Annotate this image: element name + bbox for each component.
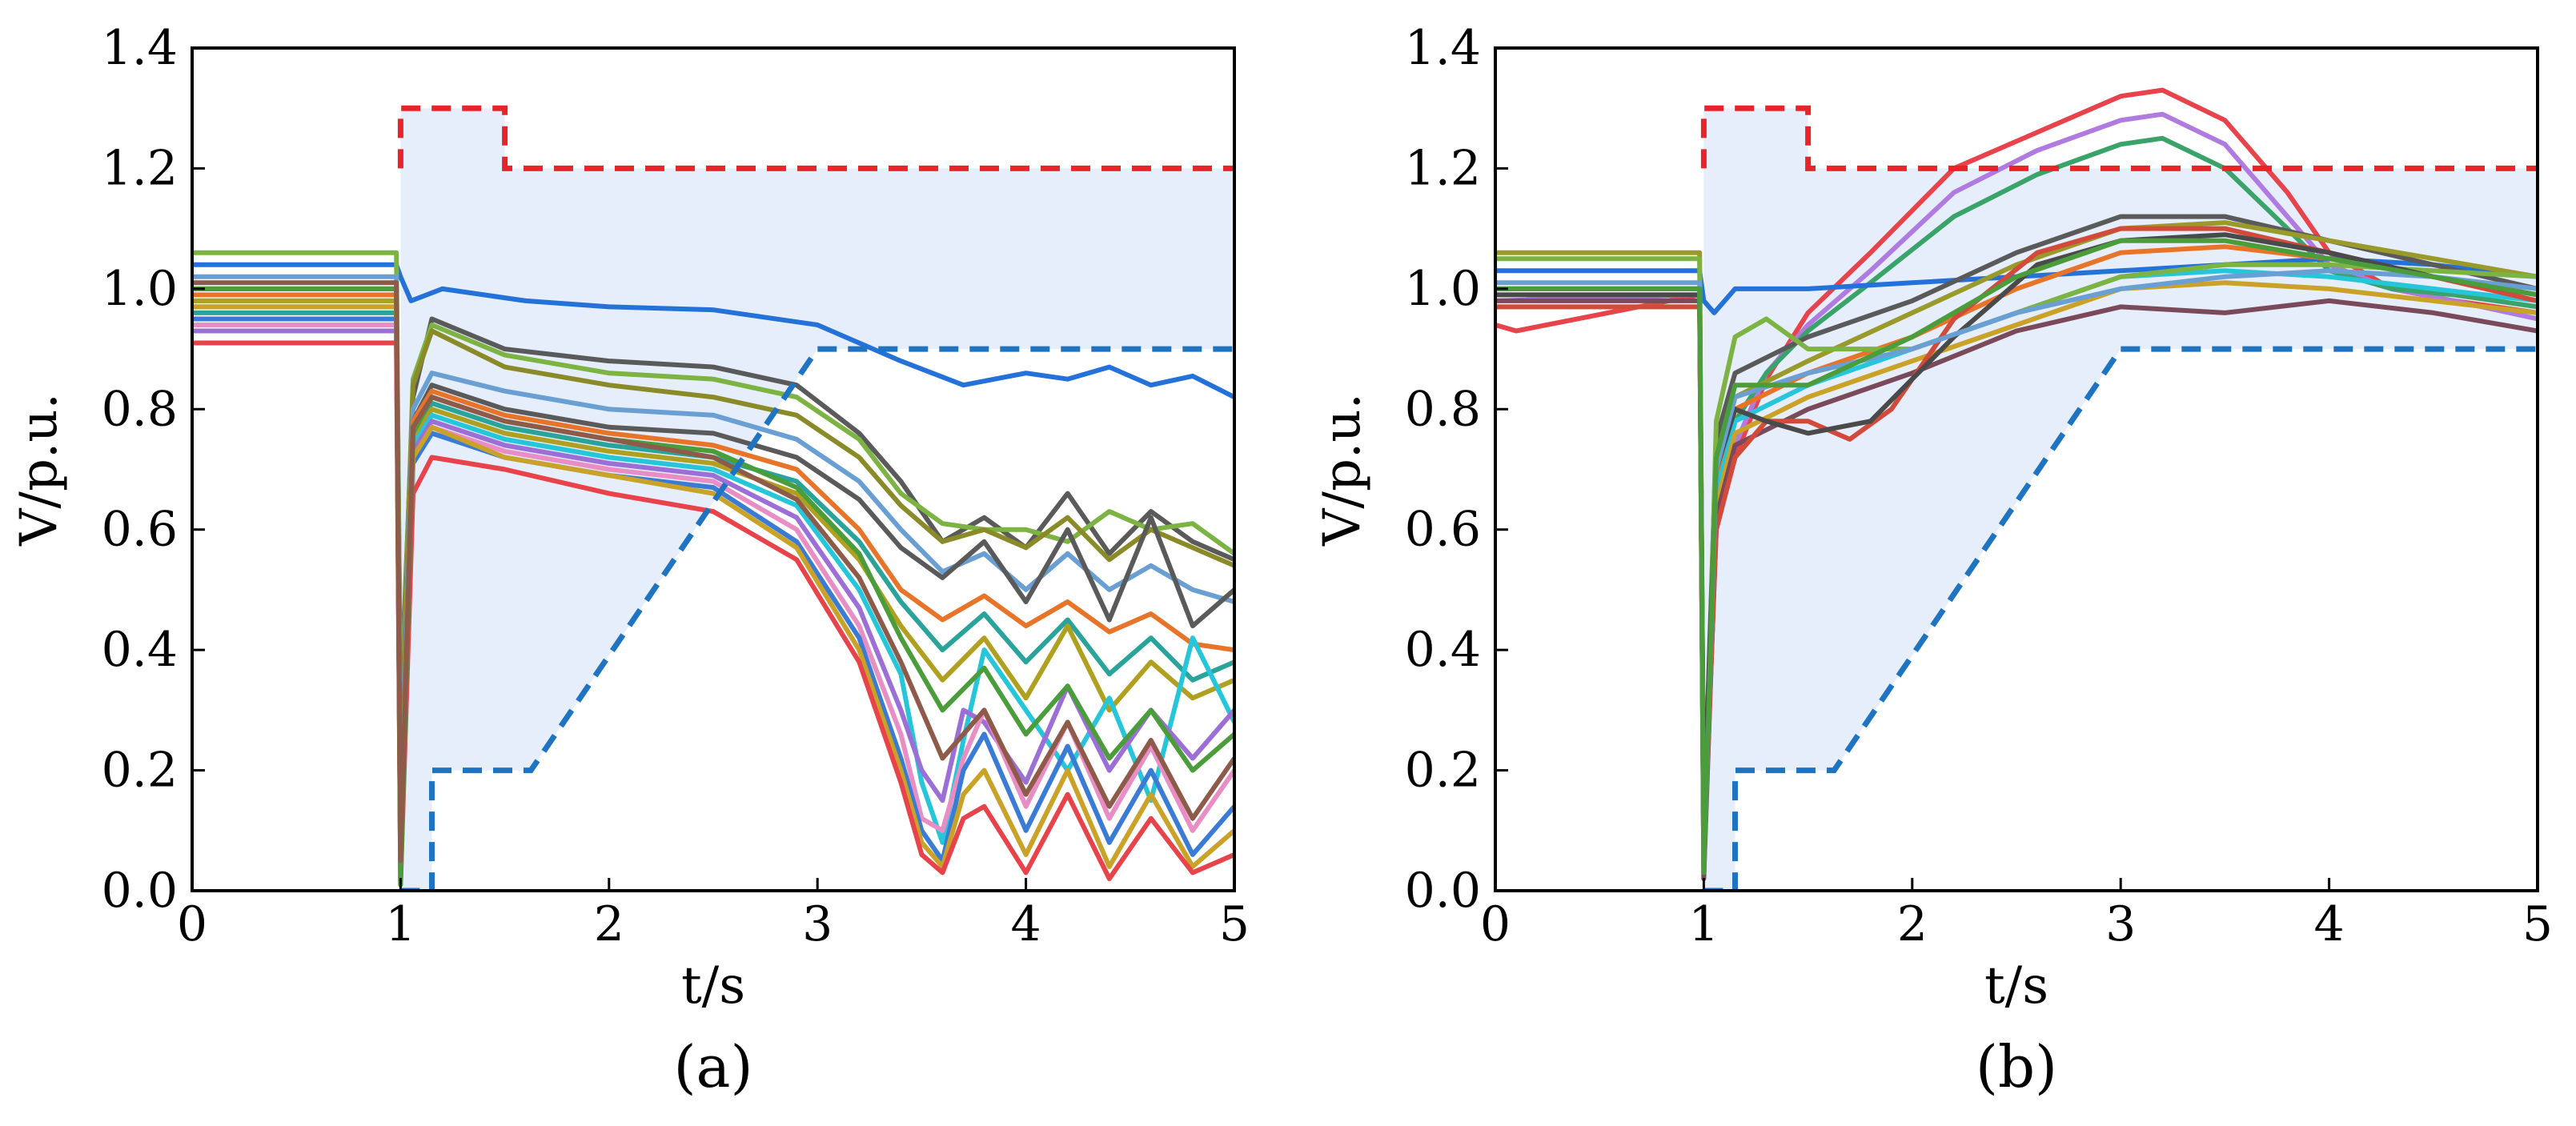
chart-panel-b: 0 1 2 3 4 5 0.0 0.2 0.4 0.6 0.8 1.0 1.2 1.4 t/s V/p.u. (… bbox=[1313, 20, 2553, 1100]
y-tick-label: 0.2 bbox=[1405, 743, 1481, 799]
y-tick-label: 1.0 bbox=[1405, 261, 1481, 317]
plot-frame bbox=[191, 46, 1236, 892]
series-line-b14 bbox=[192, 340, 1234, 888]
panel-caption: (a) bbox=[673, 1033, 752, 1100]
x-tick-label: 1 bbox=[1688, 896, 1719, 952]
series-line-b9 bbox=[192, 316, 1234, 864]
upper-limit-line bbox=[1700, 105, 2538, 171]
x-tick-label: 0 bbox=[1480, 896, 1511, 952]
x-tick-label: 1 bbox=[385, 896, 415, 952]
y-tick-label: 0.6 bbox=[102, 502, 178, 558]
series-line-b4 bbox=[192, 274, 1234, 803]
y-tick-label: 0.4 bbox=[1405, 622, 1481, 678]
series-line-b13 bbox=[192, 304, 1234, 881]
allowed-region-fill bbox=[1703, 108, 2538, 891]
series-line-b6 bbox=[192, 292, 1234, 833]
x-tick-label: 2 bbox=[1897, 896, 1928, 952]
series-line-b12 bbox=[192, 316, 1234, 881]
y-tick-label: 0.8 bbox=[1405, 381, 1481, 437]
series-line-bus-hi bbox=[192, 262, 1234, 399]
lower-limit-line bbox=[1703, 346, 2538, 891]
x-axis-label: t/s bbox=[1984, 956, 2048, 1016]
y-tick-label: 0.2 bbox=[102, 743, 178, 799]
y-tick-label: 1.2 bbox=[1405, 140, 1481, 196]
x-tick-label: 4 bbox=[2314, 896, 2345, 952]
x-axis-label: t/s bbox=[681, 956, 745, 1016]
y-tick-label: 0.4 bbox=[102, 622, 178, 678]
x-tick-label: 5 bbox=[2522, 896, 2553, 952]
y-axis-label: V/p.u. bbox=[10, 393, 69, 547]
y-tick-label: 0.8 bbox=[102, 381, 178, 437]
x-tick-label: 5 bbox=[1219, 896, 1250, 952]
x-tick-label: 3 bbox=[2105, 896, 2136, 952]
chart-panel-a: 0 1 2 3 4 5 0.0 0.2 0.4 0.6 0.8 1.0 1.2 1.4 t/s V/p.u. (… bbox=[10, 20, 1250, 1100]
y-tick-label: 1.2 bbox=[102, 140, 178, 196]
y-tick-label: 0.0 bbox=[1405, 863, 1481, 919]
y-tick-label: 1.4 bbox=[102, 20, 178, 76]
y-tick-label: 1.4 bbox=[1405, 20, 1481, 76]
series-line-b3 bbox=[192, 298, 1234, 773]
series-line-b16 bbox=[192, 280, 1234, 864]
y-tick-label: 0.0 bbox=[102, 863, 178, 919]
upper-limit-line bbox=[397, 105, 1234, 171]
series-line-c-green2 bbox=[1495, 238, 2538, 876]
allowed-region-fill bbox=[400, 108, 1234, 891]
lower-limit-line bbox=[400, 346, 1234, 891]
x-tick-label: 3 bbox=[802, 896, 833, 952]
x-tick-label: 4 bbox=[1011, 896, 1041, 952]
x-tick-label: 2 bbox=[594, 896, 624, 952]
plot-frame bbox=[1494, 46, 2539, 892]
y-tick-label: 1.0 bbox=[102, 261, 178, 317]
y-axis-label: V/p.u. bbox=[1313, 393, 1372, 547]
panel-caption: (b) bbox=[1976, 1033, 2057, 1100]
y-tick-label: 0.6 bbox=[1405, 502, 1481, 558]
x-tick-label: 0 bbox=[177, 896, 207, 952]
series-line-b10 bbox=[192, 328, 1234, 869]
